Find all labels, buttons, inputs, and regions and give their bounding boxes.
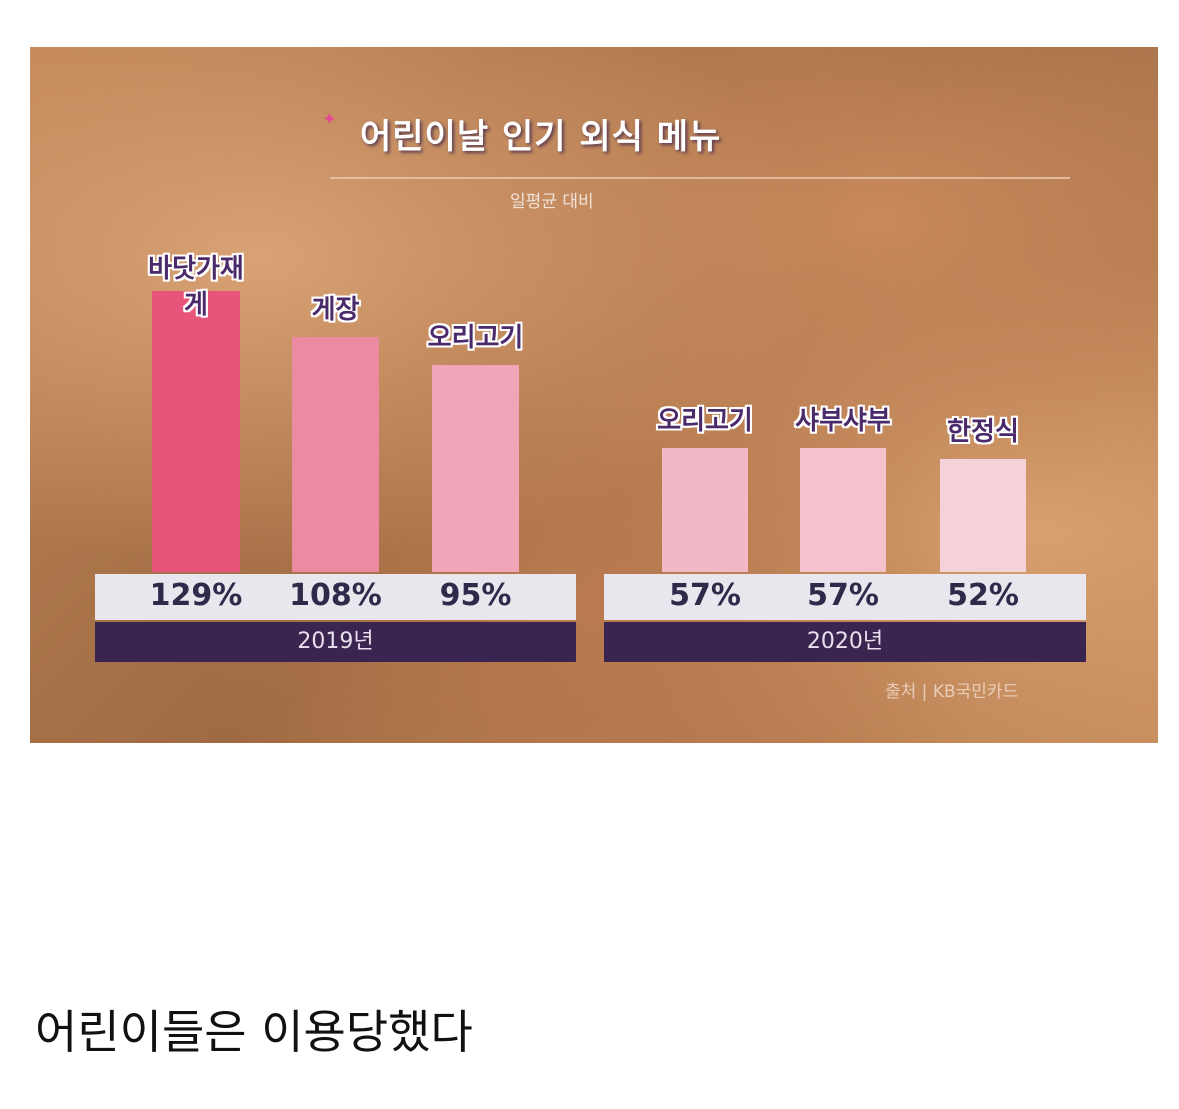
chart-image: ✦ 어린이날 인기 외식 메뉴 일평균 대비 2019년 2020년 바닷가재 게… <box>30 47 1158 743</box>
value-strip-2020 <box>604 574 1086 620</box>
bar <box>800 447 886 572</box>
chart-subtitle: 일평균 대비 <box>510 192 594 212</box>
bar-category-label: 오리고기 <box>657 405 753 436</box>
bar <box>152 290 240 572</box>
bar-category-label: 게장 <box>311 294 360 325</box>
bar-category-label: 오리고기 <box>427 322 524 353</box>
post-caption: 어린이들은 이용당했다 <box>35 1005 473 1059</box>
group-label-2019: 2019년 <box>95 622 576 662</box>
sparkle-icon: ✦ <box>322 109 338 130</box>
bar-value-label: 57% <box>669 578 741 613</box>
bar <box>662 447 748 572</box>
chart-title: 어린이날 인기 외식 메뉴 <box>360 117 722 157</box>
bar-category-label: 한정식 <box>947 416 1019 447</box>
bar-value-label: 129% <box>149 578 243 613</box>
bar <box>292 336 379 572</box>
value-strip-2019 <box>95 574 576 620</box>
bar-value-label: 108% <box>289 578 382 613</box>
bar-value-label: 57% <box>807 578 879 613</box>
bar <box>432 364 519 572</box>
bar-value-label: 95% <box>439 578 512 613</box>
group-label-2020: 2020년 <box>604 622 1086 662</box>
bar-category-label: 바닷가재 게 <box>148 253 244 320</box>
bar-value-label: 52% <box>947 578 1019 613</box>
bar-category-label: 샤부샤부 <box>795 405 891 436</box>
chart-source: 출처 | KB국민카드 <box>885 682 1019 702</box>
bar <box>940 458 1026 572</box>
title-divider <box>330 177 1070 179</box>
